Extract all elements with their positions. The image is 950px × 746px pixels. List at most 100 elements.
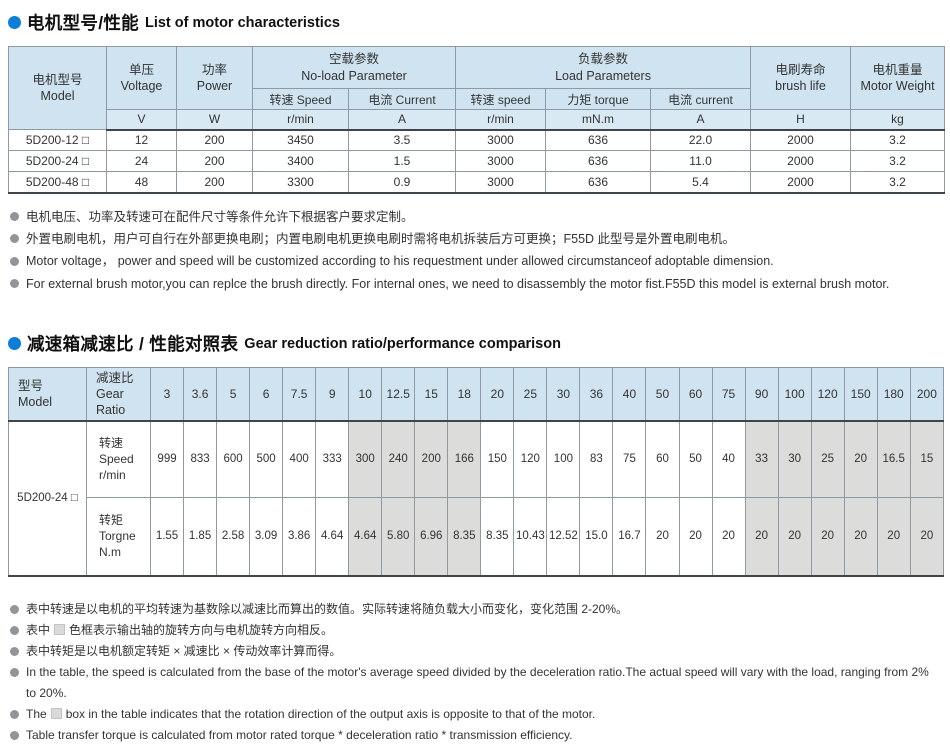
- speed-value-cell: 500: [249, 420, 284, 499]
- value-cell: 636: [545, 150, 652, 172]
- subheader-load-torque: 力矩 torque: [545, 88, 652, 110]
- subheader-load-current: 电流 current: [650, 88, 752, 110]
- gear-ratio-header: 10: [348, 367, 383, 422]
- note-line: 表中转矩是以电机额定转矩 × 减速比 × 传动效率计算而得。: [10, 641, 938, 662]
- note-line: Motor voltage， power and speed will be c…: [10, 250, 938, 272]
- header-power-zh: 功率: [201, 62, 227, 77]
- header-brush-zh: 电刷寿命: [775, 62, 826, 77]
- bullet-dot-icon: [8, 16, 21, 29]
- speed-value-cell: 120: [513, 420, 548, 499]
- note-text: Table transfer torque is calculated from…: [26, 725, 573, 746]
- unit-load-torque: mN.m: [545, 109, 652, 131]
- note-text: 外置电刷电机，用户可自行在外部更换电刷；内置电刷电机更换电刷时需将电机拆装后方可…: [26, 228, 735, 250]
- unit-load-speed: r/min: [455, 109, 547, 131]
- value-cell: 200: [176, 129, 253, 151]
- note-line: The box in the table indicates that the r…: [10, 704, 938, 725]
- unit-load-current: A: [650, 109, 752, 131]
- gear-ratio-header: 30: [546, 367, 581, 422]
- value-cell: 22.0: [650, 129, 752, 151]
- torque-value-cell: 10.43: [513, 497, 548, 577]
- gear-ratio-header: 36: [579, 367, 614, 422]
- header-ratio-zh: 减速比: [96, 370, 134, 385]
- speed-label-unit: r/min: [99, 468, 126, 483]
- value-cell: 3000: [455, 171, 547, 193]
- note-bullet-icon: [10, 279, 19, 289]
- header-voltage: 单压 Voltage: [106, 46, 177, 110]
- note-text: 电机电压、功率及转速可在配件尺寸等条件允许下根据客户要求定制。: [26, 206, 414, 228]
- gear-ratio-header: 15: [414, 367, 449, 422]
- note-text-pre: 电机电压、功率及转速可在配件尺寸等条件允许下根据客户要求定制。: [26, 209, 414, 224]
- gear-ratio-header: 180: [876, 367, 911, 422]
- note-bullet-icon: [10, 212, 19, 221]
- gear-ratio-header: 150: [843, 367, 878, 422]
- torque-value-cell: 20: [909, 497, 945, 577]
- torque-value-cell: 20: [744, 497, 779, 577]
- note-bullet-icon: [10, 626, 19, 636]
- torque-value-cell: 20: [876, 497, 911, 577]
- section2-title-en: Gear reduction ratio/performance compari…: [244, 335, 561, 352]
- note-text: 表中转速是以电机的平均转速为基数除以减速比而算出的数值。实际转速将随负载大小而变…: [26, 599, 628, 620]
- speed-value-cell: 400: [282, 420, 317, 499]
- speed-value-cell: 20: [843, 420, 878, 499]
- value-cell: 200: [176, 171, 253, 193]
- speed-value-cell: 200: [414, 420, 449, 499]
- value-cell: 2000: [750, 171, 852, 193]
- section2-notes: 表中转速是以电机的平均转速为基数除以减速比而算出的数值。实际转速将随负载大小而变…: [10, 599, 938, 746]
- value-cell: 24: [106, 150, 177, 172]
- gear-ratio-header: 40: [612, 367, 647, 422]
- header-voltage-en: Voltage: [120, 79, 163, 93]
- speed-value-cell: 25: [810, 420, 845, 499]
- header-gear-ratio: 减速比 Gear Ratio: [86, 367, 151, 422]
- gear-ratio-header: 18: [447, 367, 482, 422]
- note-text-post: 色框表示输出轴的旋转方向与电机旋转方向相反。: [69, 622, 334, 637]
- unit-brush-life: H: [750, 109, 852, 131]
- header-power-en: Power: [196, 79, 233, 93]
- value-cell: 3000: [455, 150, 547, 172]
- note-text-pre: In the table, the speed is calculated fr…: [26, 664, 929, 700]
- note-bullet-icon: [10, 668, 19, 678]
- speed-label-en: Speed: [99, 452, 134, 467]
- torque-value-cell: 4.64: [315, 497, 350, 577]
- unit-noload-speed: r/min: [252, 109, 349, 131]
- torque-value-cell: 8.35: [480, 497, 515, 577]
- torque-value-cell: 6.96: [414, 497, 449, 577]
- header-weight-en: Motor Weight: [860, 79, 935, 93]
- torque-value-cell: 1.85: [183, 497, 218, 577]
- header-weight: 电机重量 Motor Weight: [850, 46, 946, 110]
- note-line: In the table, the speed is calculated fr…: [10, 662, 938, 704]
- speed-value-cell: 83: [579, 420, 614, 499]
- section1-title-zh: 电机型号/性能: [27, 13, 139, 33]
- note-line: Table transfer torque is calculated from…: [10, 725, 938, 746]
- gear-ratio-header: 9: [315, 367, 350, 422]
- value-cell: 3450: [252, 129, 349, 151]
- value-cell: 3.2: [850, 150, 946, 172]
- note-bullet-icon: [10, 605, 19, 615]
- value-cell: 48: [106, 171, 177, 193]
- header-model-en: Model: [40, 89, 75, 103]
- note-text-pre: 表中: [26, 622, 51, 637]
- header-load-group: 负载参数 Load Parameters: [455, 46, 752, 89]
- header-power: 功率 Power: [176, 46, 253, 110]
- unit-noload-current: A: [347, 109, 457, 131]
- speed-label-zh: 转速: [99, 436, 124, 451]
- torque-value-cell: 20: [645, 497, 680, 577]
- header-model: 型号 Model: [8, 367, 87, 422]
- note-text: In the table, the speed is calculated fr…: [26, 662, 938, 704]
- speed-value-cell: 16.5: [876, 420, 911, 499]
- speed-value-cell: 15: [909, 420, 945, 499]
- torque-value-cell: 3.86: [282, 497, 317, 577]
- value-cell: 11.0: [650, 150, 752, 172]
- torque-value-cell: 20: [678, 497, 713, 577]
- note-text: Motor voltage， power and speed will be c…: [26, 250, 774, 272]
- header-noload-en: No-load Parameter: [301, 68, 407, 83]
- model-cell: 5D200-12 □: [8, 129, 107, 151]
- speed-value-cell: 833: [183, 420, 218, 499]
- header-model-en: Model: [18, 394, 53, 409]
- gear-ratio-header: 20: [480, 367, 515, 422]
- torque-value-cell: 5.80: [381, 497, 416, 577]
- value-cell: 3300: [252, 171, 349, 193]
- speed-value-cell: 75: [612, 420, 647, 499]
- gear-ratio-header: 100: [777, 367, 812, 422]
- note-bullet-icon: [10, 234, 19, 244]
- bullet-dot-icon: [8, 337, 21, 351]
